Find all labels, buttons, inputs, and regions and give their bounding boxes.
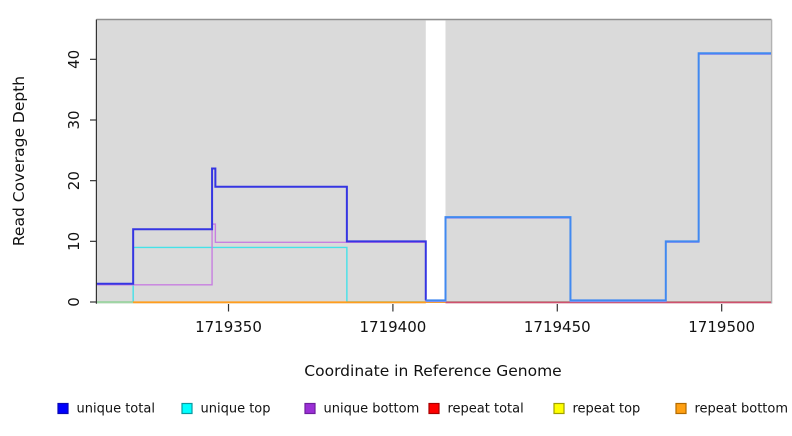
axes-layer: 0 10 20 30 40 1719350 1719400 1719450 1719500 (65, 19, 755, 336)
legend-label: repeat top (573, 402, 641, 417)
x-axis-title: Coordinate in Reference Genome (304, 362, 561, 380)
y-axis-title: Read Coverage Depth (10, 76, 28, 246)
y-tick-label: 20 (65, 171, 83, 190)
legend-label: unique bottom (324, 402, 420, 417)
masked-region (425, 20, 446, 304)
legend-label: repeat total (448, 402, 524, 417)
y-tick-label: 0 (65, 297, 83, 307)
series-layer (97, 52, 771, 304)
legend-swatch-unique-total (57, 402, 69, 415)
plot-background-layer (96, 18, 773, 304)
legend-swatch-repeat-bottom (675, 402, 687, 415)
y-tick-label: 30 (65, 110, 83, 129)
legend-label: repeat bottom (695, 402, 789, 417)
legend-item-unique-total: unique total (57, 402, 155, 417)
y-tick-label: 40 (65, 50, 83, 69)
series-line-unique-total-right (425, 52, 771, 302)
legend-item-repeat-bottom: repeat bottom (675, 402, 789, 417)
legend-item-unique-bottom: unique bottom (304, 402, 420, 417)
legend-label: unique total (77, 402, 155, 417)
legend-item-repeat-total: repeat total (428, 402, 524, 417)
legend-item-repeat-top: repeat top (553, 402, 641, 417)
x-tick-label: 1719450 (524, 318, 591, 336)
legend-swatch-unique-top (181, 402, 193, 415)
series-line-unique-total-left (97, 167, 427, 301)
legend-item-unique-top: unique top (181, 402, 271, 417)
legend-label: unique top (201, 402, 271, 417)
legend-swatch-unique-bottom (304, 402, 316, 415)
legend: unique total unique top unique bottom repea… (57, 402, 789, 417)
y-tick-label: 10 (65, 232, 83, 251)
x-tick-label: 1719500 (688, 318, 755, 336)
x-tick-label: 1719350 (195, 318, 262, 336)
legend-swatch-repeat-total (428, 402, 440, 415)
x-tick-label: 1719400 (359, 318, 426, 336)
legend-swatch-repeat-top (553, 402, 565, 415)
